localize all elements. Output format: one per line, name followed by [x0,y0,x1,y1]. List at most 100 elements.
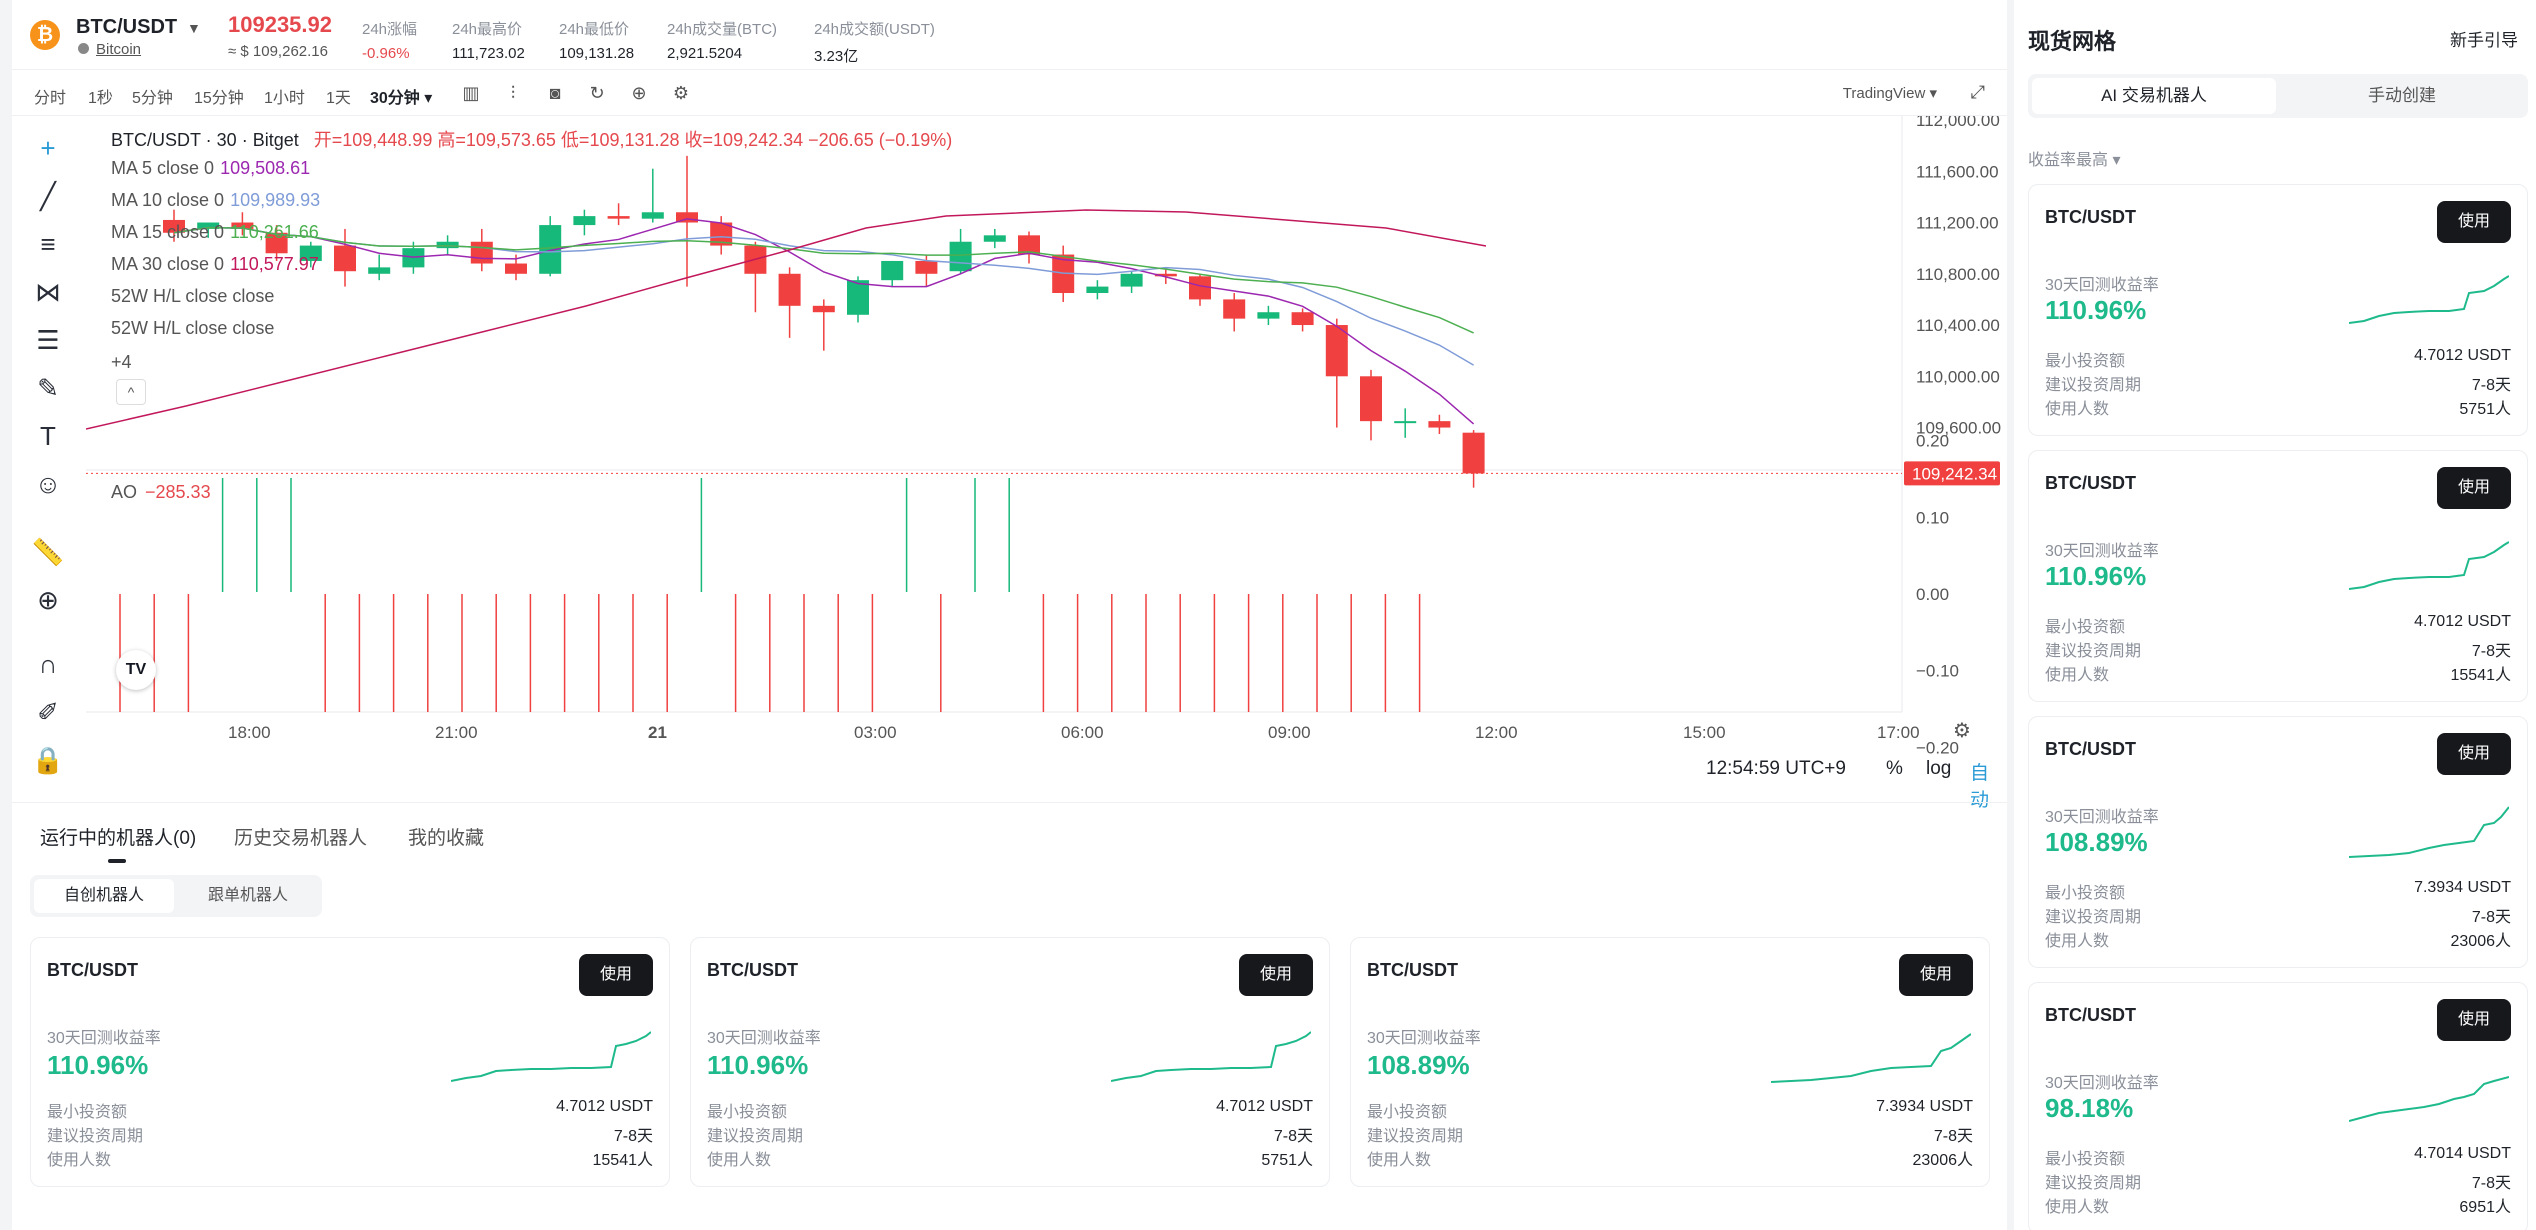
ma-15-legend[interactable]: MA 15 close 0 110,261.66 [111,222,319,243]
chevron-down-icon[interactable]: ▼ [187,20,201,36]
row-value: 6951人 [2459,1199,2511,1216]
last-price: 109235.92 [228,12,332,37]
tab-running-bots[interactable]: 运行中的机器人(0) [40,828,197,849]
tradingview-selector[interactable]: TradingView ▾ [1842,85,1937,102]
roi-label: 30天回测收益率 [707,1030,821,1047]
ruler-icon[interactable]: 📏 [31,537,65,567]
timeframe-5m[interactable]: 5分钟 [132,90,173,107]
ma-10-legend[interactable]: MA 10 close 0 109,989.93 [111,190,320,211]
text-icon[interactable]: T [40,421,56,451]
trendline-icon[interactable]: ╱ [40,181,56,211]
settings-icon[interactable]: ⚙ [672,83,690,103]
row-value: 4.7012 USDT [2414,613,2511,630]
more-indicators[interactable]: +4 [111,352,132,372]
ao-tick-label: 0.00 [1916,585,1949,604]
brush-icon[interactable]: ✎ [37,373,59,403]
hl-legend[interactable]: 52W H/L close close [111,286,275,306]
collapse-legend-button[interactable]: ^ [116,379,146,405]
hl-legend[interactable]: 52W H/L close close [111,318,275,338]
pair-selector[interactable]: BTC/USDT [76,16,178,38]
coin-name-link[interactable]: Bitcoin [96,41,142,58]
price-chart[interactable]: 112,000.00 111,600.00 111,200.00 110,800.00… [86,116,2007,811]
use-button[interactable]: 使用 [1899,954,1973,996]
candle-body [1086,286,1109,293]
segment-ai-bot[interactable]: AI 交易机器人 [2032,78,2276,114]
fullscreen-icon[interactable]: ⤢ [1970,82,1985,102]
candle-body [1428,421,1451,428]
candle-body [368,267,391,274]
time-tick-label: 09:00 [1268,723,1311,742]
tab-history-bots[interactable]: 历史交易机器人 [234,828,368,849]
tradingview-logo[interactable]: TV [116,650,156,690]
timeframe-15m[interactable]: 15分钟 [194,90,244,107]
use-button[interactable]: 使用 [2437,467,2511,509]
period-row: 建议投资周期 7-8天 [2045,1169,2511,1193]
timeframe-1d[interactable]: 1天 [326,90,351,107]
sort-dropdown[interactable]: 收益率最高 ▾ [2028,152,2121,169]
grid-card[interactable]: BTC/USDT 使用 30天回测收益率 110.96% 最小投资额 4.7012… [2028,184,2528,436]
min-investment-row: 最小投资额 4.7012 USDT [2045,347,2511,371]
time-tick-label: 21:00 [435,723,478,742]
row-value: 5751人 [1261,1152,1313,1169]
time-tick-label: 03:00 [854,723,897,742]
percent-scale-toggle[interactable]: % [1886,758,1903,779]
roi-label: 30天回测收益率 [2045,809,2159,826]
lock-drawing-icon[interactable]: ✐ [37,697,59,727]
candle-body [1360,376,1382,422]
tab-favorites[interactable]: 我的收藏 [408,828,485,849]
chart-canvas[interactable]: 112,000.00 111,600.00 111,200.00 110,800.00… [86,116,2007,802]
magnet-icon[interactable]: ∩ [38,649,58,679]
grid-card[interactable]: BTC/USDT 使用 30天回测收益率 110.96% 最小投资额 4.7012… [2028,450,2528,702]
segment-own-bots[interactable]: 自创机器人 [34,879,174,913]
auto-scale-toggle[interactable]: 自动 [1970,763,1990,811]
stat-high: 24h最高价 111,723.02 [452,18,525,62]
use-button[interactable]: 使用 [2437,733,2511,775]
lock-icon[interactable]: 🔒 [31,745,65,775]
bot-card[interactable]: BTC/USDT 使用 30天回测收益率 110.96% 最小投资额 4.7012… [690,937,1330,1187]
add-circle-icon[interactable]: ⊕ [631,83,647,103]
roi-label: 30天回测收益率 [2045,543,2159,560]
grid-card[interactable]: BTC/USDT 使用 30天回测收益率 98.18% 最小投资额 4.7014 … [2028,982,2528,1230]
use-button[interactable]: 使用 [579,954,653,996]
stat-volume: 24h成交量(BTC) 2,921.5204 [667,18,777,62]
beginner-guide-link[interactable]: 新手引导 [2450,31,2518,50]
price-tick-label: 109,600.00 [1916,419,2001,438]
row-value: 15541人 [2450,667,2512,684]
axis-settings-icon[interactable]: ⚙ [1953,720,1971,742]
row-value: 23006人 [1912,1152,1974,1169]
fib-icon[interactable]: ☰ [36,325,60,355]
refresh-icon[interactable]: ↻ [589,83,605,103]
crosshair-icon[interactable]: + [40,133,56,163]
horizontal-lines-icon[interactable]: ≡ [40,229,56,259]
row-label: 使用人数 [47,1152,112,1169]
segment-copy-bots[interactable]: 跟单机器人 [207,887,288,904]
chart-legend: BTC/USDT · 30 · Bitget 开=109,448.99 高=10… [111,126,952,152]
timeframe-tick[interactable]: 分时 [34,90,67,107]
ma-value: 110,577.97 [230,254,319,274]
chart-type-icon[interactable]: ▥ [462,83,480,103]
ao-legend[interactable]: AO −285.33 [111,482,211,503]
use-button[interactable]: 使用 [2437,201,2511,243]
log-scale-toggle[interactable]: log [1926,758,1952,779]
zoom-in-icon[interactable]: ⊕ [37,585,59,615]
use-button[interactable]: 使用 [1239,954,1313,996]
timeframe-30m[interactable]: 30分钟 ▾ [370,90,433,107]
timeframe-1h[interactable]: 1小时 [264,90,305,107]
row-value: 4.7012 USDT [2414,347,2511,364]
timeframe-1s[interactable]: 1秒 [88,90,113,107]
ma-30-legend[interactable]: MA 30 close 0 110,577.97 [111,254,319,275]
camera-icon[interactable]: ◙ [549,83,561,103]
bot-card[interactable]: BTC/USDT 使用 30天回测收益率 108.89% 最小投资额 7.3934… [1350,937,1990,1187]
indicators-icon[interactable]: ⫶ [510,83,516,103]
ma-5-legend[interactable]: MA 5 close 0 109,508.61 [111,158,310,179]
grid-card[interactable]: BTC/USDT 使用 30天回测收益率 108.89% 最小投资额 7.3934… [2028,716,2528,968]
segment-manual[interactable]: 手动创建 [2368,86,2436,105]
pattern-icon[interactable]: ⋈ [35,277,61,307]
candle-body [197,222,220,229]
emoji-icon[interactable]: ☺ [34,469,62,499]
chart-clock[interactable]: 12:54:59 UTC+9 [1706,758,1846,779]
row-label: 建议投资周期 [2045,643,2142,660]
use-button[interactable]: 使用 [2437,999,2511,1041]
card-pair: BTC/USDT [2045,473,2136,493]
bot-card[interactable]: BTC/USDT 使用 30天回测收益率 110.96% 最小投资额 4.7012… [30,937,670,1187]
